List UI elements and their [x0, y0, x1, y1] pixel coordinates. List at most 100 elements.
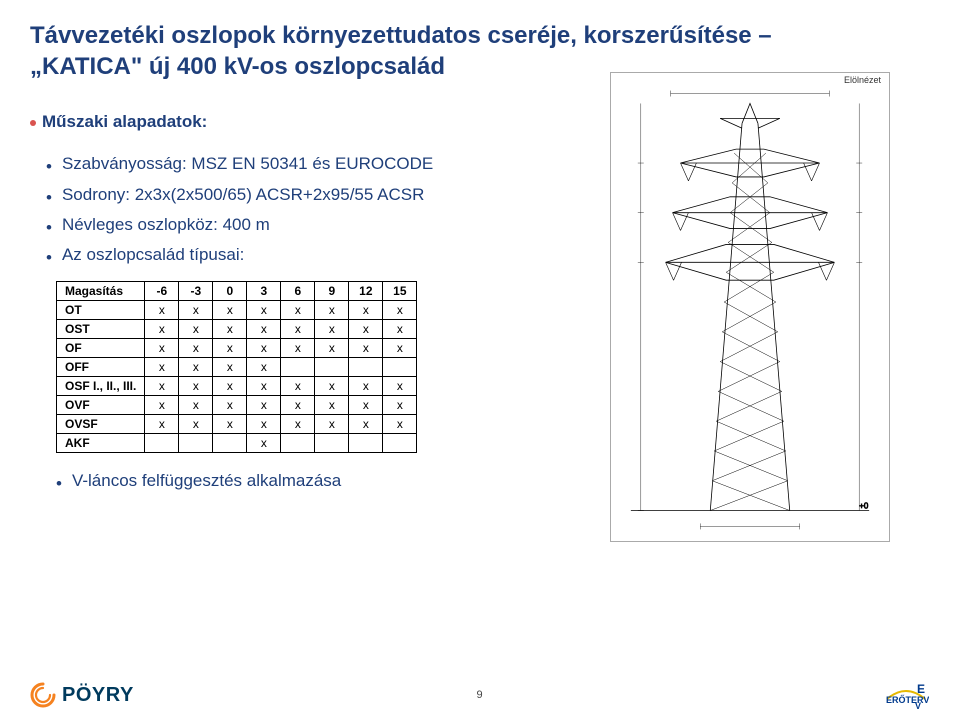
row-cell: x	[247, 396, 281, 415]
row-cell: x	[349, 396, 383, 415]
row-cell: x	[247, 358, 281, 377]
row-cell: x	[247, 320, 281, 339]
section-header: Műszaki alapadatok:	[42, 112, 207, 132]
section-header-row: Műszaki alapadatok:	[30, 112, 590, 142]
right-column: Elölnézet +0	[610, 112, 910, 542]
bullet-tick-icon: •	[56, 470, 62, 497]
row-cell	[179, 434, 213, 453]
row-cell: x	[179, 320, 213, 339]
row-cell: x	[145, 415, 179, 434]
row-cell: x	[383, 377, 417, 396]
row-cell: x	[383, 339, 417, 358]
row-cell: x	[145, 301, 179, 320]
table-row: OTxxxxxxxx	[57, 301, 417, 320]
row-cell: x	[213, 377, 247, 396]
row-label: OFF	[57, 358, 145, 377]
table-header-label: Magasítás	[57, 282, 145, 301]
row-cell	[383, 358, 417, 377]
table-header-col: 0	[213, 282, 247, 301]
row-label: OSF I., II., III.	[57, 377, 145, 396]
poyry-swirl-icon	[30, 682, 56, 708]
row-cell: x	[281, 339, 315, 358]
row-cell: x	[213, 415, 247, 434]
row-cell	[281, 358, 315, 377]
row-cell: x	[213, 301, 247, 320]
row-cell: x	[179, 358, 213, 377]
table-header-col: 3	[247, 282, 281, 301]
row-cell: x	[179, 396, 213, 415]
table-header-col: 15	[383, 282, 417, 301]
table-header-col: -6	[145, 282, 179, 301]
row-cell: x	[315, 415, 349, 434]
spec-item: •Sodrony: 2x3x(2x500/65) ACSR+2x95/55 AC…	[46, 181, 590, 211]
row-cell: x	[349, 320, 383, 339]
row-cell	[349, 434, 383, 453]
row-cell: x	[213, 358, 247, 377]
row-label: OF	[57, 339, 145, 358]
row-cell: x	[145, 339, 179, 358]
row-cell: x	[213, 339, 247, 358]
row-cell: x	[213, 396, 247, 415]
spec-list: • Szabványosság: MSZ EN 50341 és EUROCODE…	[46, 150, 590, 271]
footer-bullet-text: V-láncos felfüggesztés alkalmazása	[72, 467, 341, 494]
row-cell: x	[247, 301, 281, 320]
row-label: AKF	[57, 434, 145, 453]
row-label: OST	[57, 320, 145, 339]
spec-item: • Névleges oszlopköz: 400 m	[46, 211, 590, 241]
title-line-1: Távvezetéki oszlopok környezettudatos cs…	[30, 22, 772, 49]
table-header-col: 12	[349, 282, 383, 301]
row-cell: x	[247, 415, 281, 434]
table-header-col: 6	[281, 282, 315, 301]
row-cell: x	[247, 339, 281, 358]
row-label: OVSF	[57, 415, 145, 434]
table-row: OFxxxxxxxx	[57, 339, 417, 358]
row-cell: x	[179, 377, 213, 396]
row-cell: x	[315, 320, 349, 339]
bullet-dot-icon	[30, 120, 36, 126]
row-cell	[315, 434, 349, 453]
row-cell: x	[281, 415, 315, 434]
row-cell: x	[281, 301, 315, 320]
row-cell: x	[179, 301, 213, 320]
type-variant-table: Magasítás-6-303691215 OTxxxxxxxxOSTxxxxx…	[56, 281, 417, 453]
spec-item: • Az oszlopcsalád típusai:	[46, 241, 590, 271]
bullet-tick-icon: •	[46, 244, 52, 271]
spec-text: Az oszlopcsalád típusai:	[62, 241, 244, 268]
row-cell: x	[349, 301, 383, 320]
tower-svg-icon: +0	[611, 73, 889, 541]
table-row: OVFxxxxxxxx	[57, 396, 417, 415]
row-cell: x	[383, 396, 417, 415]
row-cell: x	[383, 301, 417, 320]
row-cell	[383, 434, 417, 453]
spec-text: Névleges oszlopköz: 400 m	[62, 211, 270, 238]
row-cell: x	[315, 301, 349, 320]
left-column: Műszaki alapadatok: • Szabványosság: MSZ …	[30, 112, 590, 542]
spec-text: Szabványosság: MSZ EN 50341 és EUROCODE	[62, 150, 433, 177]
row-cell: x	[281, 396, 315, 415]
row-cell: x	[349, 377, 383, 396]
row-cell	[213, 434, 247, 453]
tower-caption: Elölnézet	[844, 75, 881, 85]
row-cell: x	[179, 415, 213, 434]
row-cell: x	[145, 396, 179, 415]
row-cell: x	[383, 320, 417, 339]
title-line-2: „KATICA" új 400 kV-os oszlopcsalád	[30, 53, 445, 80]
row-cell: x	[179, 339, 213, 358]
poyry-logo-text: PÖYRY	[62, 684, 134, 707]
table-header-col: 9	[315, 282, 349, 301]
table-header-col: -3	[179, 282, 213, 301]
table-row: OVSFxxxxxxxx	[57, 415, 417, 434]
row-cell: x	[145, 358, 179, 377]
eroterv-logo-icon: E ERŐTERV V	[883, 681, 929, 709]
table-row: OFFxxxx	[57, 358, 417, 377]
row-label: OT	[57, 301, 145, 320]
bullet-tick-icon: •	[46, 214, 52, 241]
footer-bullet-row: • V-láncos felfüggesztés alkalmazása	[56, 467, 590, 497]
table-row: OSTxxxxxxxx	[57, 320, 417, 339]
spec-text: Sodrony: 2x3x(2x500/65) ACSR+2x95/55 ACS…	[62, 181, 424, 208]
row-cell: x	[383, 415, 417, 434]
row-cell: x	[213, 320, 247, 339]
row-cell: x	[315, 339, 349, 358]
row-cell	[349, 358, 383, 377]
row-cell: x	[315, 377, 349, 396]
